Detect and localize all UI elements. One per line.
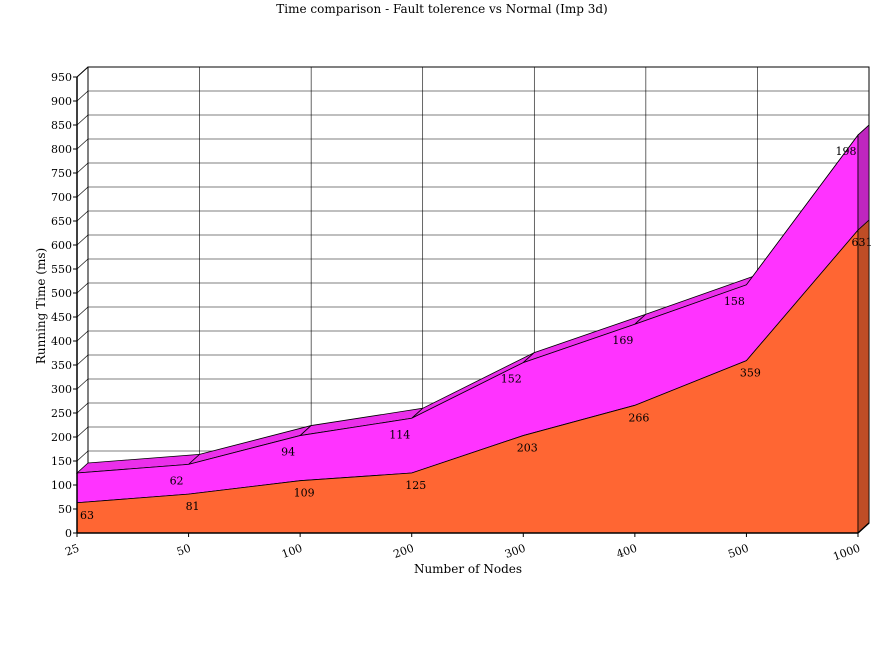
- y-tick-label: 100: [51, 479, 72, 492]
- y-axis-depth: [76, 66, 89, 78]
- y-tick-label: 400: [51, 335, 72, 348]
- gridline-side: [76, 282, 89, 294]
- gridline-side: [76, 450, 89, 462]
- x-tick-label: 500: [726, 542, 750, 561]
- x-tick-label: 300: [503, 542, 527, 561]
- y-axis-title: Running Time (ms): [34, 248, 48, 364]
- gridline-side: [76, 210, 89, 222]
- y-tick-label: 900: [51, 95, 72, 108]
- series-2-data-label: 94: [281, 446, 295, 459]
- gridline-side: [76, 234, 89, 246]
- x-axis-title: Number of Nodes: [414, 562, 522, 576]
- y-tick-label: 650: [51, 215, 72, 228]
- x-tick-label: 200: [392, 542, 416, 561]
- y-tick-label: 350: [51, 359, 72, 372]
- y-tick-label: 550: [51, 263, 72, 276]
- series-2-data-label: 114: [389, 428, 410, 441]
- series-2-data-label: 198: [836, 145, 857, 158]
- gridline-side: [76, 426, 89, 438]
- chart-title: Time comparison - Fault tolerence vs Nor…: [276, 2, 607, 16]
- y-tick-label: 250: [51, 407, 72, 420]
- x-tick-label: 100: [280, 542, 304, 561]
- x-tick-label: 400: [615, 542, 639, 561]
- series-1-side-face: [857, 219, 870, 534]
- y-tick-label: 700: [51, 191, 72, 204]
- gridline-side: [76, 186, 89, 198]
- y-tick-labels: 0 50 100 150 200 250 300 350 400 450 500 550 600 650 7…: [51, 71, 72, 540]
- series-1-data-label: 125: [405, 479, 426, 492]
- y-tick-label: 150: [51, 455, 72, 468]
- gridline-side: [76, 138, 89, 150]
- x-tick-label: 50: [175, 542, 193, 559]
- y-tick-label: 600: [51, 239, 72, 252]
- y-tick-label: 300: [51, 383, 72, 396]
- series-1-data-label: 631: [852, 236, 873, 249]
- gridline-side: [76, 378, 89, 390]
- series-2-data-label: 152: [501, 373, 522, 386]
- series-1-data-label: 81: [186, 500, 200, 513]
- gridline-side: [76, 258, 89, 270]
- y-tick-label: 0: [65, 527, 72, 540]
- gridline-side: [76, 114, 89, 126]
- series-1-data-label: 109: [294, 487, 315, 500]
- series-2-side-face: [857, 124, 870, 232]
- gridline-side: [76, 330, 89, 342]
- y-tick-label: 950: [51, 71, 72, 84]
- series-2-data-label: 158: [724, 295, 745, 308]
- gridline-side: [76, 162, 89, 174]
- series-2-data-label: 62: [170, 474, 184, 487]
- gridline-side: [76, 90, 89, 102]
- gridline-side: [76, 306, 89, 318]
- gridline-side: [76, 402, 89, 414]
- series-2-data-label: 169: [612, 334, 633, 347]
- y-tick-label: 500: [51, 287, 72, 300]
- x-tick-label: 25: [63, 542, 81, 559]
- y-tick-label: 50: [58, 503, 72, 516]
- x-tick-labels: 25 50 100 200 300 400 500 1000: [63, 542, 862, 564]
- series-1-data-label: 63: [80, 509, 94, 522]
- axes: [73, 66, 870, 537]
- y-tick-label: 450: [51, 311, 72, 324]
- x-tick-label: 1000: [831, 542, 862, 564]
- series-1-data-label: 266: [628, 411, 649, 424]
- series-areas: [75, 124, 870, 534]
- data-labels: 63 81 109 125 203 266 359 631 62 94 114 152 169 158 19…: [80, 145, 873, 522]
- y-tick-label: 200: [51, 431, 72, 444]
- series-1-data-label: 359: [740, 367, 761, 380]
- x-axis-depth: [857, 522, 870, 534]
- series-1-data-label: 203: [517, 442, 538, 455]
- y-tick-label: 850: [51, 119, 72, 132]
- y-tick-label: 800: [51, 143, 72, 156]
- y-tick-label: 750: [51, 167, 72, 180]
- gridline-side: [76, 354, 89, 366]
